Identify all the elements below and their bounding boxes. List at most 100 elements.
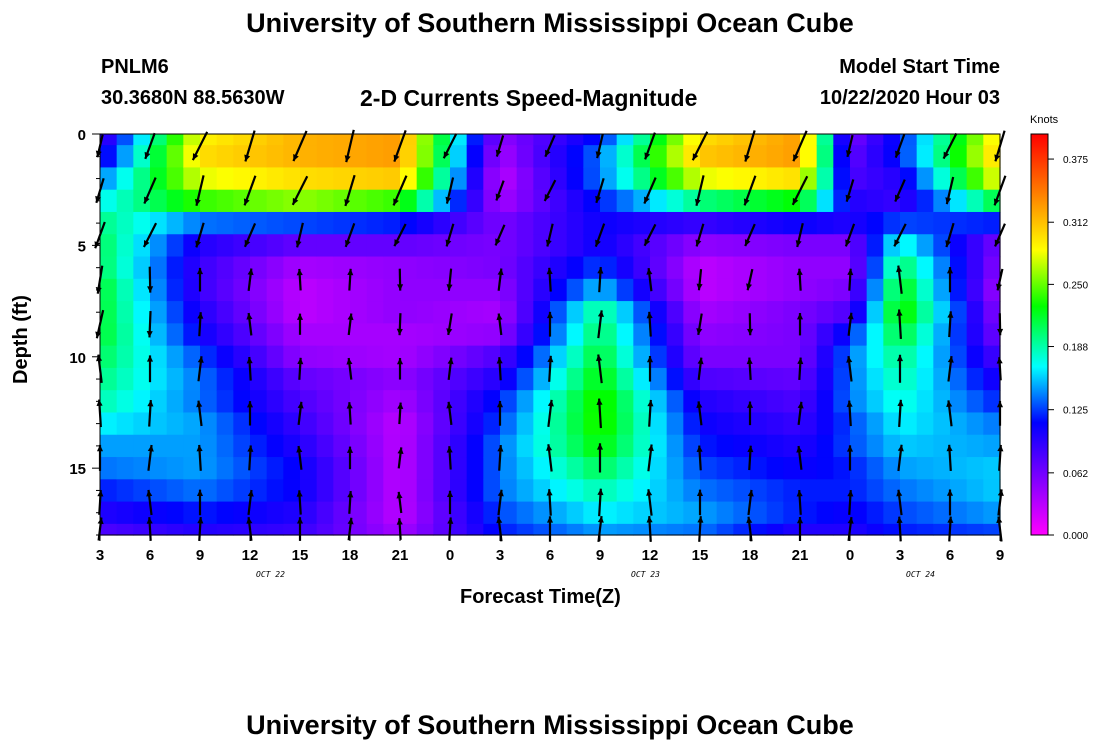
heat-cell: [933, 167, 951, 191]
heat-cell: [300, 167, 318, 191]
heat-cell: [483, 345, 501, 369]
heat-cell: [716, 390, 734, 414]
heat-cell: [716, 211, 734, 235]
heat-cell: [216, 434, 234, 458]
x-tick-label: 9: [596, 547, 604, 564]
heat-cell: [633, 323, 651, 347]
heat-cell: [266, 134, 284, 146]
heat-cell: [366, 390, 384, 414]
heat-cell: [716, 301, 734, 324]
heat-cell: [366, 256, 384, 280]
heat-cell: [933, 256, 951, 280]
heat-cell: [933, 523, 951, 536]
heat-cell: [866, 323, 884, 347]
heat-cell: [883, 434, 901, 458]
heat-cell: [816, 323, 834, 347]
heat-cell: [250, 501, 268, 525]
heat-cell: [633, 211, 651, 235]
heat-cell: [100, 523, 118, 536]
x-tick-label: 9: [196, 547, 204, 564]
heat-cell: [400, 323, 418, 347]
current-arrow: [446, 313, 453, 336]
heat-cell: [350, 211, 368, 235]
heat-cell: [600, 345, 618, 369]
heat-cell: [933, 234, 951, 258]
y-tick-label: 15: [69, 461, 86, 478]
heat-cell: [266, 189, 284, 213]
heat-cell: [166, 390, 184, 414]
heat-cell: [816, 189, 834, 213]
heat-cell: [583, 234, 601, 258]
heat-cell: [266, 501, 284, 525]
heat-cell: [900, 367, 918, 391]
heat-cell: [366, 412, 384, 436]
heat-cell: [650, 256, 668, 280]
heat-cell: [200, 323, 218, 347]
heat-cell: [916, 457, 934, 480]
current-arrow: [346, 357, 353, 380]
colorbar: [1030, 133, 1049, 536]
heat-cell: [566, 501, 584, 525]
current-arrow: [896, 309, 903, 340]
heat-cell: [866, 457, 884, 480]
heat-cell: [516, 345, 534, 369]
heat-cell: [250, 367, 268, 391]
heat-cell: [366, 134, 384, 146]
heat-cell: [233, 523, 251, 536]
heat-cell: [750, 390, 768, 414]
heat-cell: [833, 434, 851, 458]
heat-cell: [933, 134, 951, 146]
heat-cell: [166, 434, 184, 458]
y-tick-label: 5: [78, 238, 86, 255]
heat-cell: [333, 457, 351, 480]
heat-cell: [883, 457, 901, 480]
heat-cell: [833, 189, 851, 213]
heat-cell: [716, 189, 734, 213]
heat-cell: [816, 412, 834, 436]
heat-cell: [833, 211, 851, 235]
heat-cell: [366, 479, 384, 503]
heat-cell: [483, 479, 501, 503]
current-arrow: [246, 312, 253, 336]
heat-cell: [700, 234, 718, 258]
heat-cell: [383, 256, 401, 280]
heat-cell: [533, 278, 551, 302]
heat-cell: [900, 479, 918, 503]
heat-cell: [816, 501, 834, 525]
current-arrow: [247, 445, 254, 471]
heat-cell: [200, 278, 218, 302]
heat-cell: [733, 167, 751, 191]
heat-cell: [433, 256, 451, 280]
current-arrow: [797, 357, 804, 381]
heat-cell: [833, 278, 851, 302]
heat-cell: [733, 278, 751, 302]
heat-cell: [666, 256, 684, 280]
heat-cell: [283, 256, 301, 280]
heat-cell: [266, 234, 284, 258]
heat-cell: [433, 434, 451, 458]
current-arrow: [393, 130, 407, 162]
heat-cell: [416, 234, 434, 258]
heat-cell: [983, 390, 1001, 414]
heat-cell: [616, 523, 634, 536]
heat-cell: [966, 301, 984, 324]
heat-cell: [283, 367, 301, 391]
heat-cell: [533, 390, 551, 414]
current-arrow: [942, 132, 958, 160]
station-location: 30.3680N 88.5630W: [101, 87, 285, 109]
heat-cell: [750, 434, 768, 458]
heat-cell: [366, 189, 384, 213]
heat-cell: [333, 167, 351, 191]
heat-cell: [516, 189, 534, 213]
heat-cell: [150, 211, 168, 235]
heat-cell: [350, 501, 368, 525]
heat-cell: [816, 211, 834, 235]
heat-cell: [833, 501, 851, 525]
heat-cell: [583, 390, 601, 414]
heat-cell: [983, 189, 1001, 213]
heat-cell: [533, 412, 551, 436]
heat-cell: [233, 457, 251, 480]
heat-cell: [233, 189, 251, 213]
heat-cell: [283, 134, 301, 146]
